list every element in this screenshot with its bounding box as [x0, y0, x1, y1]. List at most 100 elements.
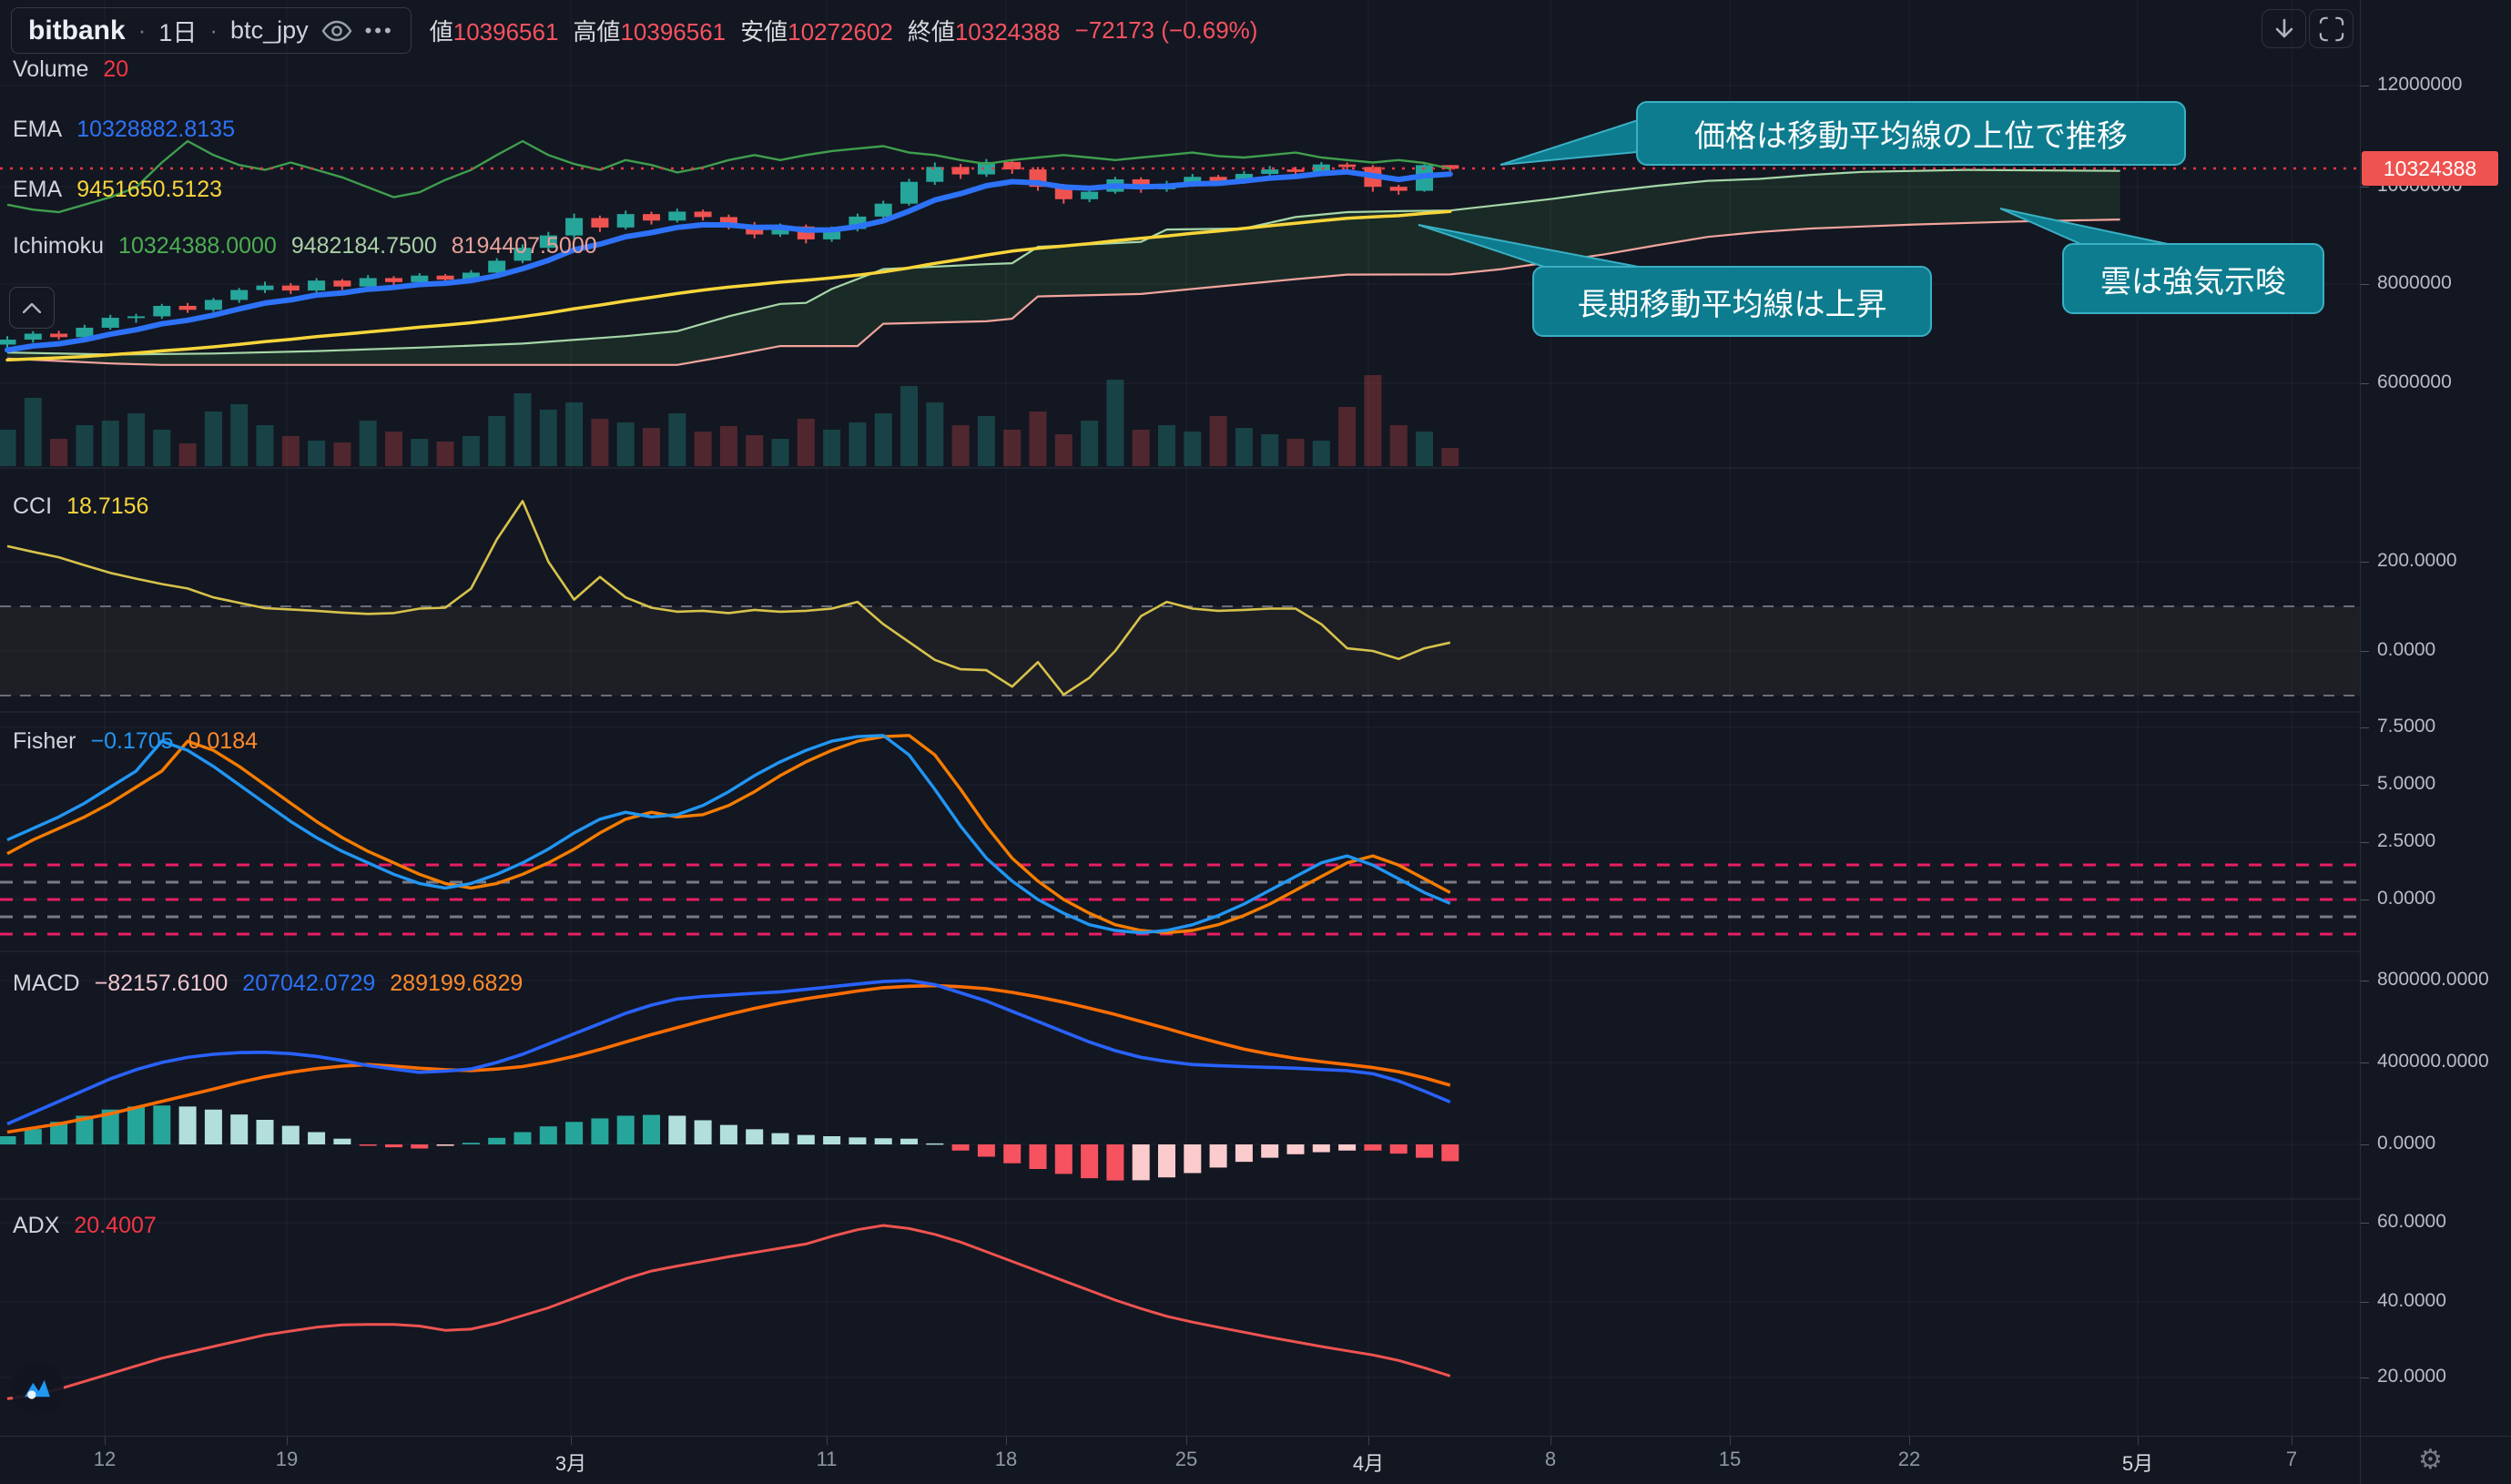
- scroll-to-latest-button[interactable]: [2262, 9, 2306, 48]
- callout-cloud-bullish[interactable]: 雲は強気示唆: [2062, 243, 2324, 314]
- time-axis-tick: [1550, 1437, 1551, 1445]
- change-value: −72173 (−0.69%): [1074, 16, 1258, 44]
- main-axis-label: 8000000: [2377, 272, 2452, 293]
- separator-dot: ·: [137, 16, 147, 44]
- adx-axis-tick: [2361, 1223, 2369, 1224]
- time-axis-tick: [1730, 1437, 1731, 1445]
- time-axis[interactable]: ⚙ 12 19 3月 11 18 25 4月 8 15 22 5月 7: [0, 1436, 2511, 1484]
- cci-value: 18.7156: [66, 493, 149, 519]
- fisher-axis-label: 2.5000: [2377, 830, 2436, 851]
- cci-axis-label: 200.0000: [2377, 550, 2457, 571]
- volume-label: Volume: [13, 56, 89, 82]
- legend-adx[interactable]: ADX 20.4007: [13, 1213, 157, 1239]
- legend-ema-fast[interactable]: EMA 10328882.8135: [13, 117, 235, 143]
- time-axis-label: 19: [275, 1448, 299, 1470]
- legend-volume[interactable]: Volume 20: [13, 56, 128, 83]
- legend-fisher[interactable]: Fisher −0.1705 0.0184: [13, 728, 258, 755]
- main-axis-tick: [2361, 284, 2369, 285]
- legend-cci[interactable]: CCI 18.7156: [13, 493, 148, 520]
- callout-longterm-ma-rising[interactable]: 長期移動平均線は上昇: [1532, 266, 1932, 337]
- tradingview-logo[interactable]: [11, 1362, 64, 1415]
- header: bitbank · 1日 · btc_jpy ••• 値10396561 高値1…: [11, 7, 1257, 54]
- cci-label: CCI: [13, 493, 53, 519]
- time-axis-tick: [1006, 1437, 1007, 1445]
- fisher-trigger-value: 0.0184: [188, 728, 259, 754]
- open-value: 10396561: [452, 18, 559, 46]
- low-label: 安値: [740, 18, 788, 46]
- ema-fast-label: EMA: [13, 117, 63, 142]
- pair-label[interactable]: btc_jpy: [230, 16, 309, 44]
- time-axis-label: 15: [1718, 1448, 1742, 1470]
- high-label: 高値: [573, 18, 621, 46]
- time-axis-tick: [2138, 1437, 2139, 1445]
- main-axis-tick: [2361, 383, 2369, 384]
- legend-ema-slow[interactable]: EMA 9451650.5123: [13, 177, 222, 203]
- ema-slow-value: 9451650.5123: [76, 177, 223, 202]
- adx-axis-tick: [2361, 1377, 2369, 1378]
- time-axis-label: 5月: [2121, 1452, 2154, 1475]
- fisher-axis-label: 0.0000: [2377, 888, 2436, 909]
- time-axis-label: 18: [994, 1448, 1018, 1470]
- callout-price-text: 価格は移動平均線の上位で推移: [1694, 119, 2128, 154]
- time-axis-label: 3月: [554, 1452, 587, 1475]
- symbol-pill[interactable]: bitbank · 1日 · btc_jpy •••: [11, 7, 412, 54]
- close-value: 10324388: [954, 18, 1061, 46]
- fisher-axis-label: 7.5000: [2377, 716, 2436, 737]
- macd-axis-label: 400000.0000: [2377, 1051, 2489, 1072]
- macd-hist-value: −82157.6100: [94, 971, 229, 996]
- symbol-name: bitbank: [28, 15, 126, 46]
- fisher-value: −0.1705: [90, 728, 174, 754]
- adx-label: ADX: [13, 1213, 60, 1238]
- fisher-axis-tick: [2361, 842, 2369, 843]
- fisher-axis-tick: [2361, 785, 2369, 786]
- macd-axis-tick: [2361, 1062, 2369, 1063]
- ichimoku-value-3: 8194407.5000: [451, 233, 597, 259]
- ema-fast-value: 10328882.8135: [76, 117, 235, 142]
- callout-cloud-text: 雲は強気示唆: [2100, 264, 2286, 300]
- fisher-axis-tick: [2361, 727, 2369, 728]
- ichimoku-label: Ichimoku: [13, 233, 105, 259]
- legend-macd[interactable]: MACD −82157.6100 207042.0729 289199.6829: [13, 971, 523, 997]
- cci-axis-tick: [2361, 562, 2369, 563]
- time-axis-label: 25: [1174, 1448, 1198, 1470]
- time-axis-label: 7: [2285, 1448, 2298, 1470]
- fullscreen-button[interactable]: [2309, 9, 2353, 48]
- time-axis-label: 4月: [1352, 1452, 1385, 1475]
- cci-axis-label: 0.0000: [2377, 639, 2436, 660]
- ema-slow-label: EMA: [13, 177, 63, 202]
- macd-label: MACD: [13, 971, 80, 996]
- open-label: 値: [429, 18, 453, 46]
- adx-value: 20.4007: [74, 1213, 157, 1238]
- volume-value: 20: [103, 56, 129, 82]
- ohlc-readout: 値10396561 高値10396561 安値10272602 終値103243…: [430, 14, 1258, 47]
- time-axis-tick: [1909, 1437, 1910, 1445]
- close-label: 終値: [907, 18, 955, 46]
- gear-icon[interactable]: ⚙: [2418, 1445, 2443, 1475]
- cci-axis-tick: [2361, 651, 2369, 652]
- macd-axis-label: 0.0000: [2377, 1133, 2436, 1154]
- ichimoku-value-1: 10324388.0000: [118, 233, 277, 259]
- legend-ichimoku[interactable]: Ichimoku 10324388.0000 9482184.7500 8194…: [13, 233, 597, 259]
- price-axis[interactable]: 10324388 1200000010000000800000060000002…: [2360, 0, 2511, 1484]
- main-axis-label: 6000000: [2377, 371, 2452, 392]
- eye-icon[interactable]: [321, 20, 352, 42]
- ichimoku-value-2: 9482184.7500: [290, 233, 437, 259]
- callout-price-above-ma[interactable]: 価格は移動平均線の上位で推移: [1636, 101, 2186, 166]
- interval-label[interactable]: 1日: [158, 19, 198, 46]
- adx-axis-label: 60.0000: [2377, 1211, 2446, 1232]
- more-options-icon[interactable]: •••: [364, 18, 394, 42]
- macd-axis-label: 800000.0000: [2377, 969, 2489, 990]
- separator-dot: ·: [209, 16, 219, 44]
- time-axis-tick: [287, 1437, 288, 1445]
- collapse-legend-button[interactable]: [9, 287, 55, 329]
- macd-axis-tick: [2361, 1144, 2369, 1145]
- callout-ma-text: 長期移動平均線は上昇: [1577, 287, 1887, 322]
- high-value: 10396561: [620, 18, 727, 46]
- adx-axis-tick: [2361, 1302, 2369, 1303]
- macd-value: 207042.0729: [242, 971, 376, 996]
- chart-canvas[interactable]: [0, 0, 2360, 1484]
- adx-axis-label: 20.0000: [2377, 1366, 2446, 1387]
- adx-axis-label: 40.0000: [2377, 1290, 2446, 1311]
- macd-signal-value: 289199.6829: [390, 971, 524, 996]
